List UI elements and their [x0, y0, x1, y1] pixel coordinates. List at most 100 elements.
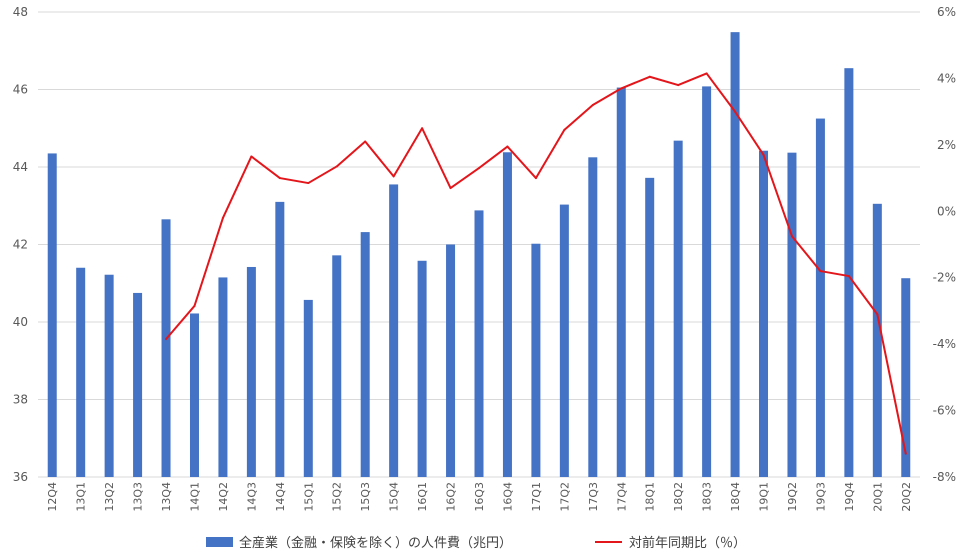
line-point	[449, 187, 452, 190]
right-tick-label: -6%	[933, 404, 956, 418]
line-point	[335, 165, 338, 168]
left-tick-label: 40	[13, 315, 28, 329]
bar	[815, 118, 825, 477]
right-tick-label: 6%	[937, 5, 956, 19]
line-point	[421, 127, 424, 130]
left-tick-label: 36	[13, 470, 28, 484]
x-tick-label: 20Q2	[900, 482, 913, 512]
bar	[616, 87, 626, 477]
bar	[417, 260, 427, 477]
bar	[901, 278, 911, 477]
bar	[47, 153, 57, 477]
x-tick-label: 16Q2	[445, 482, 458, 512]
line-point	[193, 304, 196, 307]
line-point	[620, 87, 623, 90]
bar	[559, 204, 569, 477]
x-tick-label: 17Q4	[615, 482, 628, 512]
x-tick-label: 12Q4	[46, 482, 59, 512]
bar	[332, 255, 342, 477]
line-point	[364, 140, 367, 143]
bar	[389, 184, 399, 477]
line-point	[534, 177, 537, 180]
bar	[759, 150, 769, 477]
x-tick-label: 19Q4	[843, 482, 856, 512]
bar	[303, 299, 313, 477]
line-point	[648, 75, 651, 78]
bar	[474, 210, 484, 477]
right-tick-label: -2%	[933, 271, 956, 285]
left-tick-label: 42	[13, 238, 28, 252]
x-tick-label: 16Q4	[501, 482, 514, 512]
bar	[702, 86, 712, 478]
x-tick-label: 13Q3	[132, 482, 145, 512]
x-tick-label: 14Q2	[217, 482, 230, 512]
line-point	[904, 452, 907, 455]
x-tick-label: 13Q2	[103, 482, 116, 512]
right-tick-label: -8%	[933, 470, 956, 484]
x-tick-label: 14Q1	[188, 482, 201, 512]
x-tick-label: 15Q3	[359, 482, 372, 512]
line-point	[165, 338, 168, 341]
x-tick-label: 14Q3	[245, 482, 258, 512]
bar	[730, 32, 740, 478]
x-axis-ticks: 12Q4 13Q1 13Q2 13Q3 13Q4 14Q1 14Q2 14Q3 14Q4 15Q1…	[46, 482, 913, 512]
x-tick-label: 14Q4	[274, 482, 287, 512]
left-axis-ticks: 36 38 40 42 44 46 48	[13, 5, 28, 484]
left-tick-label: 44	[13, 160, 28, 174]
line-point	[563, 128, 566, 131]
legend-label-line: 対前年同期比（％）	[629, 535, 746, 551]
line-series	[165, 72, 907, 455]
x-tick-label: 18Q2	[672, 482, 685, 512]
right-tick-label: 0%	[937, 204, 956, 218]
bar	[218, 277, 228, 477]
bar	[104, 274, 114, 477]
bar	[531, 243, 541, 477]
line-point	[677, 84, 680, 87]
bar	[673, 140, 683, 477]
line-point	[221, 216, 224, 219]
legend-swatch-bar	[206, 537, 233, 547]
legend: 全産業（金融・保険を除く）の人件費（兆円） 対前年同期比（％）	[206, 535, 746, 551]
line-point	[790, 235, 793, 238]
right-tick-label: -4%	[933, 337, 956, 351]
bar	[872, 203, 882, 477]
line-point	[876, 313, 879, 316]
x-tick-label: 15Q2	[331, 482, 344, 512]
line-point	[307, 182, 310, 185]
bar	[275, 201, 285, 477]
line-point	[392, 175, 395, 178]
x-tick-label: 16Q1	[416, 482, 429, 512]
line-point	[478, 167, 480, 170]
x-tick-label: 13Q1	[75, 482, 88, 512]
x-tick-label: 18Q4	[729, 482, 742, 512]
bar	[360, 232, 370, 477]
x-tick-label: 17Q2	[558, 482, 571, 512]
line-point	[506, 145, 509, 148]
bar	[502, 152, 512, 477]
x-tick-label: 19Q2	[786, 482, 799, 512]
line-point	[819, 270, 822, 273]
x-tick-label: 17Q3	[587, 482, 600, 512]
left-tick-label: 46	[13, 83, 28, 97]
x-tick-label: 15Q4	[388, 482, 401, 512]
x-tick-label: 18Q3	[701, 482, 714, 512]
line-point	[734, 110, 737, 113]
x-tick-label: 18Q1	[644, 482, 657, 512]
bar	[787, 152, 797, 477]
x-tick-label: 16Q3	[473, 482, 486, 512]
line-point	[250, 155, 253, 158]
x-tick-label: 13Q4	[160, 482, 173, 512]
x-tick-label: 19Q3	[814, 482, 827, 512]
bar	[246, 266, 256, 477]
x-tick-label: 20Q1	[871, 482, 884, 512]
right-tick-label: 4%	[937, 71, 956, 85]
right-tick-label: 2%	[937, 138, 956, 152]
bar-series	[47, 32, 911, 478]
x-tick-label: 15Q1	[302, 482, 315, 512]
bar	[161, 219, 171, 477]
right-axis-ticks: -8% -6% -4% -2% 0% 2% 4% 6%	[933, 5, 956, 484]
line-point	[705, 72, 708, 75]
left-tick-label: 48	[13, 5, 28, 19]
